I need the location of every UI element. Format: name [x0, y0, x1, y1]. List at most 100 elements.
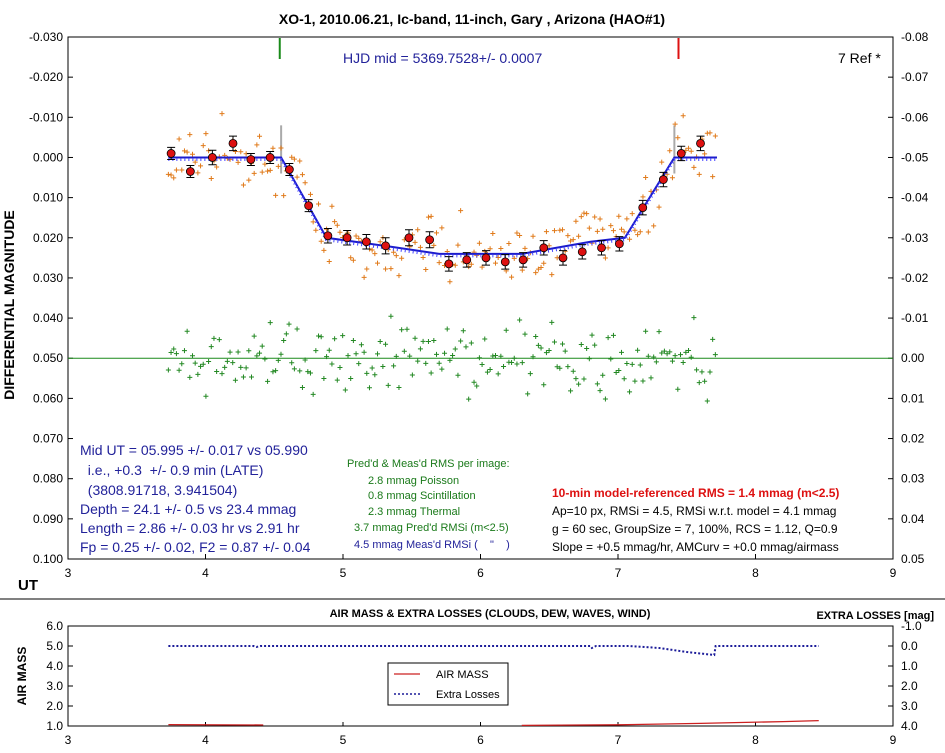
residual-point — [444, 326, 450, 332]
y-tick-label: 0.040 — [33, 311, 63, 325]
residual-point — [412, 335, 418, 341]
raw-point — [712, 133, 718, 139]
residual-point — [291, 366, 297, 372]
residual-point — [605, 335, 611, 341]
losses-tick-label: 3.0 — [901, 699, 918, 713]
airmass-x-tick-label: 8 — [752, 733, 759, 747]
residual-point — [533, 334, 539, 340]
raw-point — [364, 266, 370, 272]
binned-point — [462, 255, 472, 265]
model-rms-line: Ap=10 px, RMSi = 4.5, RMSi w.r.t. model … — [552, 504, 836, 518]
residual-point — [643, 328, 649, 334]
residual-point — [383, 341, 389, 347]
raw-point — [302, 180, 308, 186]
raw-point — [680, 113, 686, 119]
raw-point — [619, 226, 625, 232]
fit-line: (3808.91718, 3.941504) — [80, 482, 237, 498]
raw-point — [632, 227, 638, 233]
raw-point — [602, 255, 608, 261]
raw-point — [434, 230, 439, 236]
residual-point — [694, 367, 700, 373]
residual-point — [358, 342, 364, 348]
airmass-tick-label: 4.0 — [46, 659, 63, 673]
residual-point — [680, 359, 686, 365]
residual-point — [677, 352, 683, 358]
y-tick-label: -0.030 — [29, 30, 63, 44]
residual-point — [273, 368, 279, 374]
residual-point — [428, 370, 434, 376]
airmass-line — [521, 719, 819, 727]
raw-point — [627, 236, 633, 242]
residual-point — [211, 335, 217, 341]
binned-point — [381, 241, 391, 251]
raw-point — [190, 151, 196, 157]
binned-point — [638, 203, 648, 213]
residual-point — [578, 341, 584, 347]
residual-point — [248, 374, 254, 380]
residual-point — [219, 371, 225, 377]
residual-point — [372, 372, 378, 378]
raw-point — [616, 213, 622, 219]
residual-point — [455, 372, 461, 378]
raw-point — [383, 266, 389, 272]
residual-point — [514, 361, 520, 367]
raw-point — [289, 154, 295, 160]
residual-point — [543, 350, 549, 356]
raw-point — [637, 229, 643, 235]
residual-point — [557, 365, 563, 371]
residual-point — [570, 368, 576, 374]
y2-tick-label: -0.07 — [901, 70, 929, 84]
residual-point — [407, 353, 413, 359]
raw-point — [238, 149, 244, 155]
raw-point — [281, 193, 287, 199]
residual-point — [482, 336, 488, 342]
residual-point — [356, 361, 362, 367]
x-tick-label: 8 — [752, 566, 759, 580]
residual-point — [238, 364, 244, 370]
residual-point — [324, 354, 330, 360]
residual-point — [243, 365, 249, 371]
raw-point — [645, 229, 651, 235]
raw-point — [420, 255, 426, 261]
raw-point — [487, 246, 493, 252]
residual-point — [342, 387, 348, 393]
raw-point — [369, 247, 375, 253]
residual-point — [474, 383, 480, 389]
raw-point — [557, 227, 563, 233]
raw-point — [176, 136, 182, 142]
residual-point — [487, 367, 493, 373]
y2-tick-label: -0.04 — [901, 191, 929, 205]
residual-point — [318, 334, 324, 340]
raw-point — [659, 159, 665, 165]
airmass-x-ticks: 3 4 5 6 7 8 9 — [65, 722, 897, 747]
residual-point — [645, 353, 651, 359]
residual-point — [576, 381, 582, 387]
losses-tick-label: 4.0 — [901, 719, 918, 733]
y-tick-label: 0.050 — [33, 351, 63, 365]
raw-point — [332, 219, 338, 225]
raw-point — [594, 228, 600, 234]
residual-point — [200, 361, 206, 367]
residual-point — [326, 347, 332, 353]
legend-label-airmass: AIR MASS — [436, 669, 489, 681]
raw-point — [533, 270, 539, 276]
airmass-x-tick-label: 7 — [615, 733, 622, 747]
raw-point — [517, 232, 523, 238]
raw-point — [246, 177, 252, 183]
raw-point — [198, 163, 204, 169]
airmass-left-ticks: 6.0 5.0 4.0 3.0 2.0 1.0 — [46, 619, 73, 733]
residual-point — [377, 338, 383, 344]
residual-point — [246, 348, 252, 354]
binned-point — [425, 235, 435, 245]
y-tick-label: 0.070 — [33, 432, 63, 446]
residual-point — [173, 351, 179, 357]
rms-title: Pred'd & Meas'd RMS per image: — [347, 458, 510, 470]
raw-point — [586, 225, 592, 231]
residual-point — [366, 385, 372, 391]
raw-point — [337, 229, 343, 235]
binned-point — [518, 255, 528, 265]
right-axis-ticks: -0.08 -0.07 -0.06 -0.05 -0.04 -0.03 -0.02 -0.01… — [888, 30, 929, 566]
residual-point — [602, 396, 608, 402]
raw-point — [686, 145, 692, 151]
binned-point — [481, 253, 491, 263]
